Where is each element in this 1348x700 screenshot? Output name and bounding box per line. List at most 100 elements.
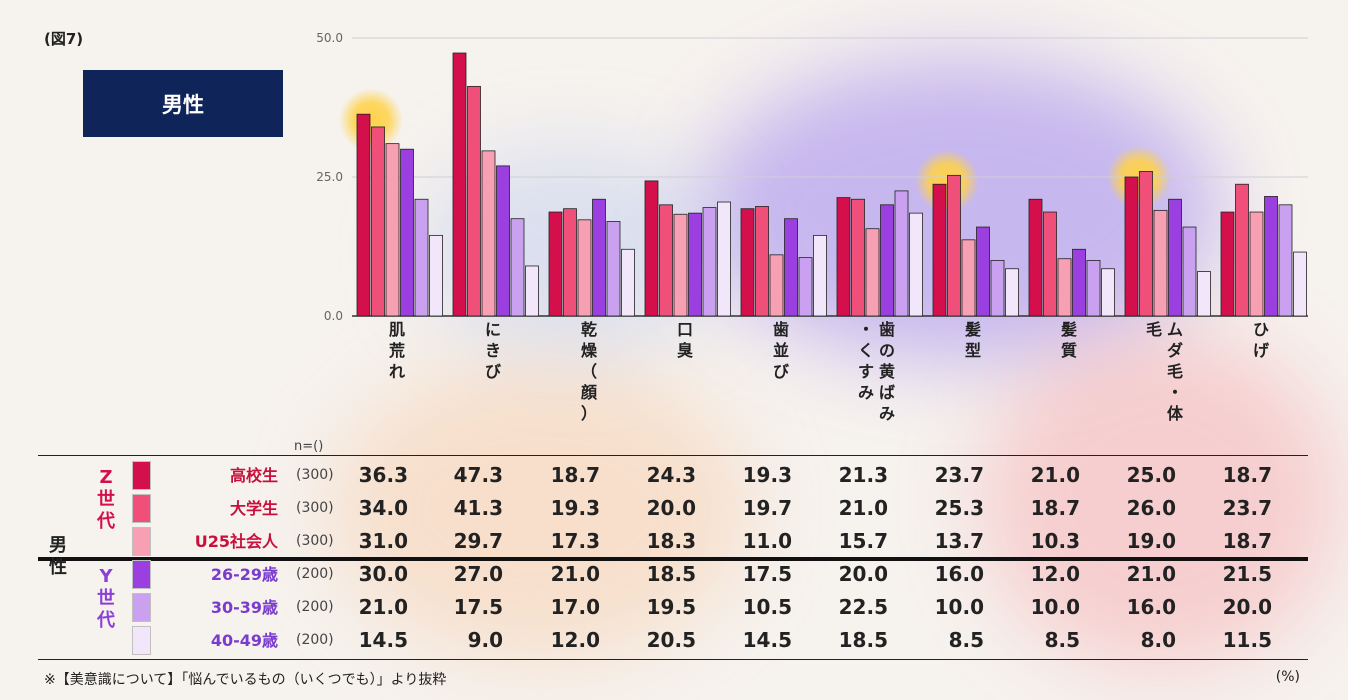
- table-cell-value: 29.7: [453, 529, 503, 553]
- category-label-char: 並: [773, 341, 789, 360]
- bar-chart: 0.025.050.0肌荒れにきび乾燥（顔）口臭歯並び歯の黄ばみ・くすみ髪型髪質…: [316, 31, 1308, 423]
- bar-大学生: [851, 198, 865, 317]
- category-label-char: ひ: [1253, 320, 1269, 339]
- category-label-char: 質: [1061, 341, 1077, 360]
- table-cell-value: 17.3: [550, 529, 600, 553]
- bar-大学生: [1235, 183, 1249, 317]
- data-table: 男性 Z 世代 Y 世代 高校生 (300) 36.3 47.3 18.7 24.3 19.3 21.3…: [38, 455, 1308, 660]
- bar-40-49歳: [1293, 251, 1307, 317]
- table-cell-value: 21.0: [1030, 463, 1080, 487]
- bar-40-49歳: [909, 212, 923, 317]
- category-label-char: み: [858, 383, 874, 402]
- series-color-swatch: [132, 494, 151, 523]
- bar-30-39歳: [702, 207, 717, 317]
- table-cell-value: 20.0: [646, 496, 696, 520]
- bar-大学生: [563, 208, 577, 317]
- table-cell-value: 21.5: [1222, 562, 1272, 586]
- table-cell-value: 12.0: [1030, 562, 1080, 586]
- category-label-char: み: [879, 404, 895, 423]
- category-label-char: 歯: [879, 320, 895, 339]
- bar-大学生: [1139, 171, 1153, 317]
- row-sample-size: (200): [296, 632, 334, 648]
- table-cell-value: 27.0: [453, 562, 503, 586]
- bar-U25社会人: [385, 143, 400, 317]
- table-row: 30-39歳 (200) 21.0 17.5 17.0 19.5 10.5 22.5 10.0 1…: [38, 591, 1308, 624]
- sample-size-header: n=(): [294, 439, 324, 454]
- gender-title-box: 男性: [83, 70, 283, 137]
- table-cell-value: 18.7: [1222, 463, 1272, 487]
- category-label-char: ・: [858, 320, 874, 339]
- category-label-char: 髪: [964, 320, 981, 339]
- footnote: ※【美意識について】「悩んでいるもの（いくつでも）」より抜粋: [44, 672, 447, 688]
- bar-U25社会人: [577, 219, 592, 317]
- table-cell-value: 26.0: [1126, 496, 1176, 520]
- bar-高校生: [644, 180, 659, 317]
- table-cell-value: 19.0: [1126, 529, 1176, 553]
- y-tick-label: 25.0: [316, 170, 343, 184]
- bar-26-29歳: [1168, 198, 1182, 317]
- bar-40-49歳: [1197, 271, 1211, 317]
- category-label-char: ）: [581, 404, 597, 423]
- table-cell-value: 41.3: [453, 496, 503, 520]
- bar-U25社会人: [769, 254, 784, 317]
- bar-30-39歳: [606, 221, 621, 317]
- category-label-char: の: [879, 341, 895, 360]
- table-cell-value: 47.3: [453, 463, 503, 487]
- bar-高校生: [1124, 176, 1139, 317]
- table-cell-value: 19.5: [646, 595, 696, 619]
- row-label: 26-29歳: [210, 565, 278, 584]
- category-label-char: 黄: [879, 362, 895, 381]
- bar-26-29歳: [784, 218, 798, 317]
- table-cell-value: 14.5: [742, 628, 792, 652]
- table-cell-value: 17.0: [550, 595, 600, 619]
- table-cell-value: 8.5: [948, 628, 984, 652]
- bar-30-39歳: [990, 259, 1005, 317]
- bar-26-29歳: [496, 165, 510, 317]
- table-cell-value: 8.0: [1140, 628, 1176, 652]
- row-label: 30-39歳: [210, 598, 278, 617]
- y-tick-label: 0.0: [324, 309, 343, 323]
- highlight-glow: [915, 149, 979, 214]
- table-cell-value: 19.3: [550, 496, 600, 520]
- table-side-label: 男性: [49, 535, 67, 578]
- row-sample-size: (300): [296, 533, 334, 549]
- category-label-char: ・: [1167, 383, 1183, 402]
- table-cell-value: 25.0: [1126, 463, 1176, 487]
- category-label-char: 顔: [580, 383, 598, 402]
- table-cell-value: 18.5: [838, 628, 888, 652]
- table-cell-value: 11.0: [742, 529, 792, 553]
- row-sample-size: (300): [296, 467, 334, 483]
- table-divider-rule: [38, 557, 1308, 561]
- table-cell-value: 22.5: [838, 595, 888, 619]
- bar-U25社会人: [865, 228, 880, 317]
- row-label: U25社会人: [194, 532, 278, 551]
- table-top-rule: [38, 455, 1308, 456]
- bar-U25社会人: [481, 150, 496, 317]
- category-label-char: 乾: [581, 320, 597, 339]
- series-color-swatch: [132, 560, 151, 589]
- category-label-char: ム: [1167, 320, 1183, 339]
- category-label-char: 毛: [1146, 320, 1162, 339]
- category-label-char: び: [485, 362, 502, 381]
- table-cell-value: 18.7: [1030, 496, 1080, 520]
- table-cell-value: 18.7: [550, 463, 600, 487]
- bar-30-39歳: [798, 257, 813, 317]
- table-cell-value: 20.0: [1222, 595, 1272, 619]
- table-cell-value: 36.3: [358, 463, 408, 487]
- bar-26-29歳: [880, 204, 894, 317]
- row-label: 高校生: [229, 466, 278, 485]
- bar-U25社会人: [1249, 211, 1264, 317]
- category-label-char: に: [485, 320, 501, 339]
- category-label-char: び: [773, 362, 790, 381]
- unit-label: (%): [1275, 669, 1300, 685]
- category-label-char: 歯: [773, 320, 789, 339]
- bar-高校生: [836, 197, 851, 317]
- bar-40-49歳: [1101, 268, 1115, 317]
- table-row: 26-29歳 (200) 30.0 27.0 21.0 18.5 17.5 20.0 16.0 1…: [38, 558, 1308, 591]
- table-cell-value: 10.0: [934, 595, 984, 619]
- figure-label: (図7): [44, 30, 84, 48]
- table-cell-value: 18.3: [646, 529, 696, 553]
- bar-高校生: [452, 52, 467, 317]
- table-bottom-rule: [38, 659, 1308, 660]
